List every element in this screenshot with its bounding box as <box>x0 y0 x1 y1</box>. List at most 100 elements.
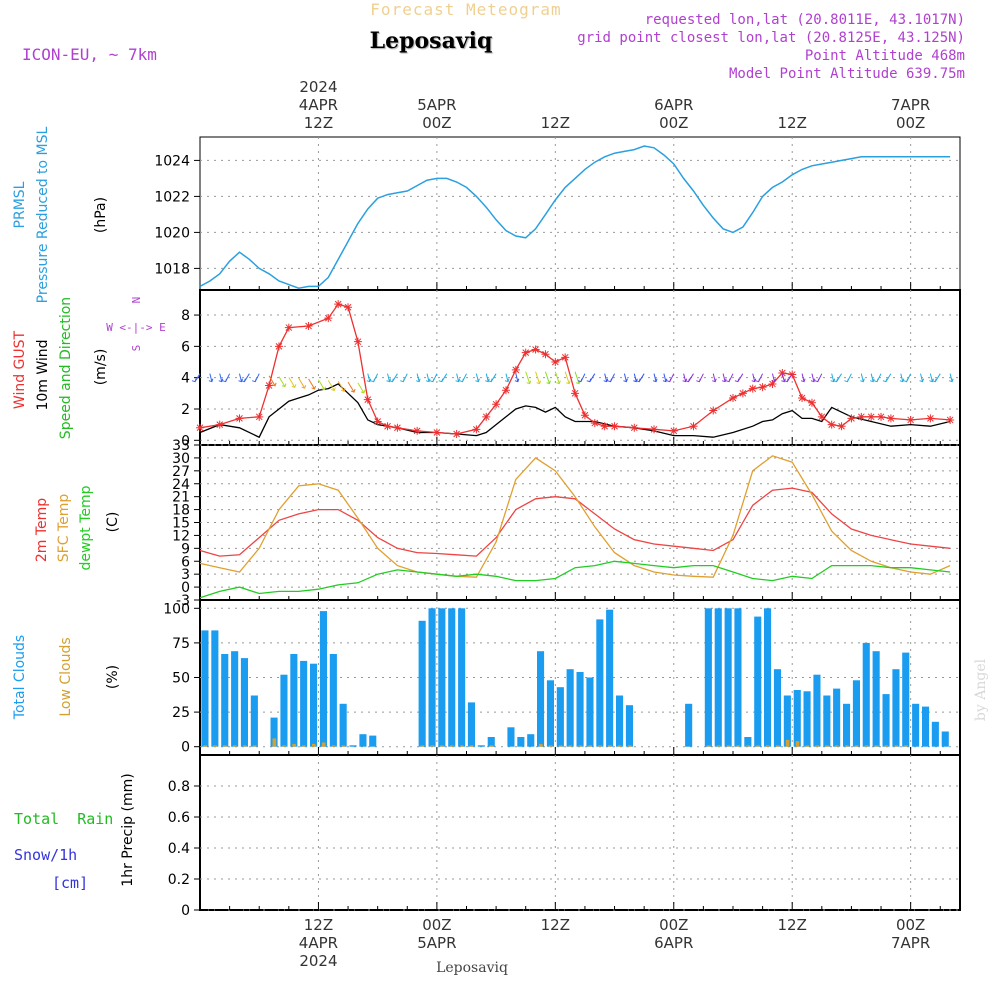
time-label: 12Z <box>778 916 807 934</box>
time-label: 6APR <box>654 934 693 952</box>
total-clouds-label: Total Clouds <box>12 635 28 720</box>
total-cloud-bar <box>339 703 347 747</box>
y-tick-label: 0.2 <box>168 872 190 888</box>
wind-direction-arrow <box>438 373 448 383</box>
total-cloud-bar <box>892 669 900 747</box>
low-cloud-bar <box>618 745 622 747</box>
low-cloud-bar <box>331 745 336 747</box>
wind-direction-arrow <box>860 373 865 383</box>
total-cloud-bar <box>487 737 495 747</box>
temp-2m-label: 2m Temp <box>34 498 50 562</box>
y-tick-label: 1024 <box>154 153 190 169</box>
time-label: 00Z <box>896 114 925 132</box>
total-cloud-bar <box>527 734 535 747</box>
low-cloud-bar <box>874 745 879 747</box>
time-label: 7APR <box>891 96 930 114</box>
wind-direction-arrow <box>308 378 317 390</box>
precip-ylabel: 1hr Precip (mm) <box>120 773 136 886</box>
total-cloud-bar <box>270 717 278 747</box>
y-tick-label: 0.4 <box>168 841 190 857</box>
total-cloud-bar <box>349 745 357 747</box>
low-cloud-bar <box>242 745 247 747</box>
wind-direction-arrow <box>337 381 346 392</box>
wind-10m-label: 10m Wind <box>35 339 51 410</box>
model-label: ICON-EU, ~ 7km <box>22 45 157 64</box>
gust-marker <box>758 383 767 392</box>
wind-direction-arrow <box>389 373 398 383</box>
wind-direction-arrow <box>535 371 542 385</box>
wind-direction-arrow <box>577 373 586 383</box>
gust-marker <box>235 414 244 423</box>
compass-west-east: W <-|-> E <box>106 321 166 334</box>
clouds-unit: (%) <box>105 665 121 689</box>
total-cloud-bar <box>773 669 781 747</box>
time-label: 7APR <box>891 934 930 952</box>
low-cloud-bar <box>746 745 750 747</box>
precip-panel: 0 0.2 0.4 0.6 0.8 <box>168 754 961 919</box>
wind-direction-arrow <box>366 373 372 383</box>
total-cloud-bar <box>448 608 456 747</box>
wind-direction-arrow <box>514 373 520 383</box>
low-cloud-bar <box>489 745 494 747</box>
low-clouds-label: Low Clouds <box>58 637 74 716</box>
total-cloud-bar <box>685 703 693 747</box>
total-cloud-bar <box>754 616 762 747</box>
wind-direction-arrow <box>830 373 836 383</box>
time-label: 2024 <box>299 952 337 970</box>
total-cloud-bar <box>823 695 831 747</box>
snow-unit-label: [cm] <box>52 874 88 892</box>
gust-marker <box>827 420 836 429</box>
wind-direction-arrow <box>288 377 297 389</box>
low-cloud-bar <box>894 745 898 747</box>
low-cloud-bar <box>568 745 573 747</box>
wind-direction-arrow <box>252 373 260 383</box>
low-cloud-bar <box>845 745 849 747</box>
wind-direction-arrow <box>485 373 490 383</box>
gust-marker <box>580 411 589 420</box>
y-tick-label: 8 <box>181 308 190 324</box>
low-cloud-bar <box>302 745 306 747</box>
gust-marker <box>432 428 441 437</box>
total-cloud-bar <box>714 608 722 747</box>
gust-marker <box>511 365 520 374</box>
low-cloud-bar <box>598 745 602 747</box>
low-cloud-bar <box>588 745 592 747</box>
total-cloud-bar <box>941 731 949 747</box>
y-tick-label: -3 <box>176 593 190 609</box>
wind-direction-arrow <box>218 373 224 383</box>
time-label: 12Z <box>304 916 333 934</box>
low-cloud-bar <box>460 745 464 747</box>
total-cloud-bar <box>744 737 752 747</box>
wind-direction-arrow <box>278 376 287 388</box>
time-label: 00Z <box>896 916 925 934</box>
time-label: 12Z <box>541 114 570 132</box>
total-cloud-bar <box>458 608 466 747</box>
time-label: 6APR <box>654 96 693 114</box>
gust-marker <box>274 342 283 351</box>
time-label: 00Z <box>422 114 451 132</box>
wind-panel: 0 2 4 6 8 <box>181 289 961 449</box>
wind-direction-arrow <box>771 373 776 383</box>
low-cloud-bar <box>864 745 869 747</box>
wind-direction-arrow <box>191 373 201 383</box>
wind-direction-arrow <box>932 373 941 383</box>
total-cloud-bar <box>418 620 426 747</box>
y-tick-label: 6 <box>181 339 190 355</box>
low-cloud-bar <box>756 745 760 747</box>
wind-direction-arrow <box>635 373 645 383</box>
wind-direction-arrow <box>357 382 366 394</box>
total-cloud-bar <box>862 642 870 747</box>
gust-marker <box>946 415 955 424</box>
gust-marker <box>304 322 313 331</box>
low-cloud-bar <box>272 738 277 747</box>
total-cloud-bar <box>467 702 475 747</box>
y-tick-label: 4 <box>181 371 190 387</box>
total-cloud-bar <box>576 672 584 747</box>
low-cloud-bar <box>854 745 859 747</box>
total-cloud-bar <box>537 651 545 747</box>
wind-direction-arrow <box>623 373 628 383</box>
y-tick-label: 3 <box>181 567 190 583</box>
location-title: Leposaviq <box>370 28 493 54</box>
gust-marker <box>551 358 560 367</box>
gust-marker <box>886 414 895 423</box>
